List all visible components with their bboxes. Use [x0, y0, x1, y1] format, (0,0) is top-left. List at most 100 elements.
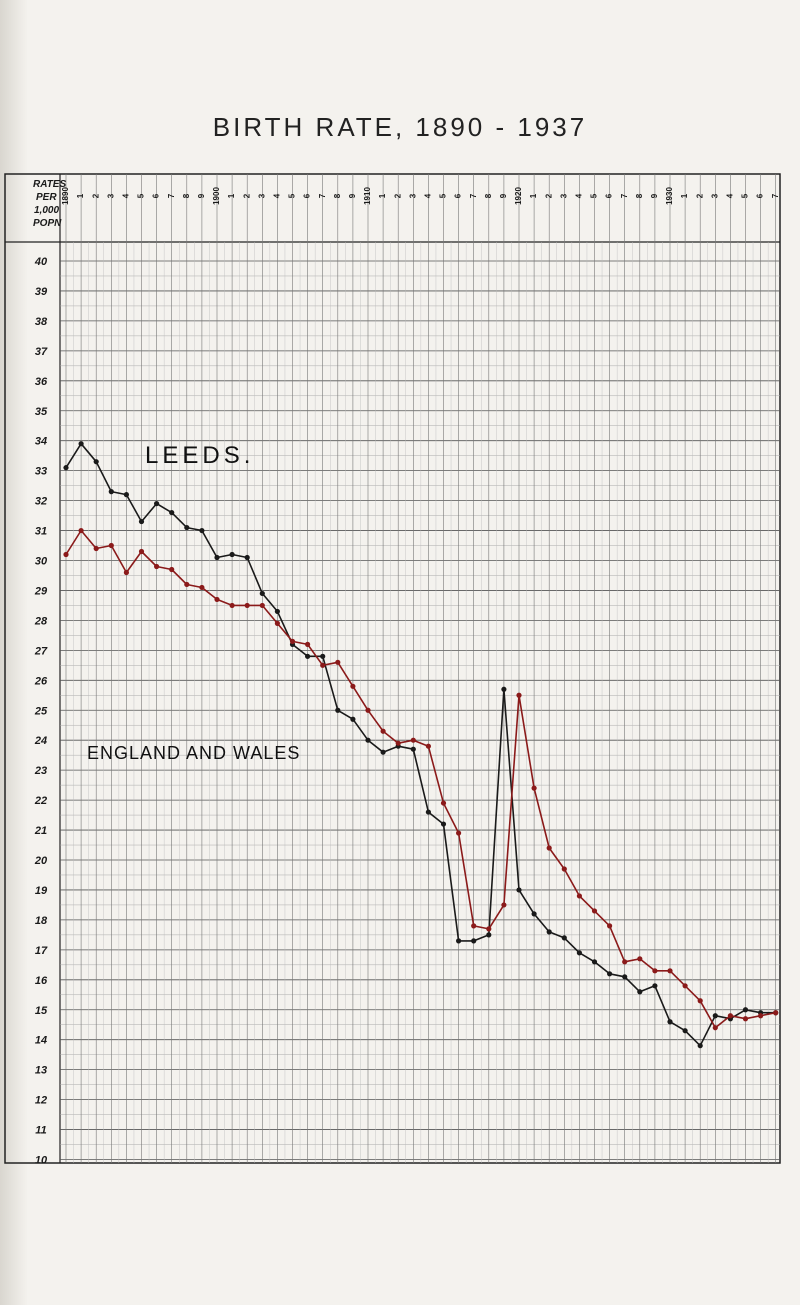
ylabel-line-4: POPN	[33, 218, 62, 229]
data-point-england-and-wales	[486, 926, 492, 932]
data-point-leeds	[607, 971, 613, 977]
x-tick-label: 8	[182, 193, 191, 198]
data-point-england-and-wales	[78, 527, 84, 534]
data-point-leeds	[682, 1028, 688, 1034]
data-point-leeds	[305, 653, 311, 659]
x-tick-label: 7	[167, 193, 176, 198]
x-tick-label: 6	[454, 193, 463, 198]
y-tick-label: 17	[35, 945, 48, 957]
x-tick-label: 6	[303, 193, 312, 198]
x-tick-label: 9	[650, 193, 659, 198]
outer-frame	[4, 173, 781, 1164]
y-tick-label: 26	[34, 675, 48, 687]
data-point-england-and-wales	[727, 1013, 734, 1019]
x-tick-label: 1	[227, 193, 236, 198]
chart-header: RATES PER 1,000 POPN	[33, 179, 66, 229]
data-point-england-and-wales	[531, 785, 537, 791]
y-tick-label: 23	[34, 765, 47, 777]
data-point-leeds	[108, 489, 114, 495]
x-tick-label: 5	[741, 193, 750, 198]
data-point-leeds	[637, 989, 643, 995]
data-point-leeds	[335, 707, 341, 713]
y-tick-label: 35	[35, 406, 48, 418]
x-tick-label: 1890	[61, 187, 70, 205]
data-point-england-and-wales	[123, 569, 129, 576]
data-point-leeds	[667, 1019, 673, 1025]
data-point-leeds	[184, 524, 190, 531]
data-point-leeds	[697, 1043, 703, 1049]
y-tick-label: 40	[34, 256, 48, 268]
data-point-leeds	[154, 500, 160, 507]
x-tick-label: 8	[635, 193, 644, 198]
ylabel-line-3: 1,000	[34, 205, 59, 216]
x-tick-label: 9	[348, 193, 357, 198]
annotations: LEEDS. ENGLAND AND WALES	[87, 442, 299, 763]
data-point-leeds	[169, 509, 175, 516]
data-point-england-and-wales	[63, 551, 69, 558]
data-point-england-and-wales	[320, 662, 326, 668]
y-tick-label: 16	[35, 975, 48, 987]
data-point-england-and-wales	[697, 998, 703, 1004]
chart-grid	[4, 173, 781, 1164]
data-point-england-and-wales	[712, 1025, 718, 1031]
data-point-leeds	[138, 518, 145, 525]
y-tick-label: 33	[35, 466, 47, 478]
y-tick-label: 22	[34, 795, 47, 807]
y-tick-label: 37	[35, 346, 48, 358]
y-tick-label: 20	[34, 855, 48, 867]
data-point-england-and-wales	[742, 1016, 749, 1022]
data-point-leeds	[561, 935, 567, 941]
data-point-england-and-wales	[108, 542, 114, 549]
data-point-leeds	[214, 554, 220, 561]
series-lines	[63, 441, 779, 1049]
data-point-leeds	[229, 551, 235, 558]
data-point-leeds	[425, 809, 431, 815]
y-tick-label: 39	[35, 286, 48, 298]
x-tick-label: 3	[106, 193, 115, 198]
x-tick-label: 4	[726, 193, 735, 198]
data-point-england-and-wales	[652, 968, 658, 974]
y-tick-labels: 40 39 38 37 36 35 34 33 32 31 30 29 28 27 26 25 24 23 22 21…	[34, 256, 48, 1167]
data-point-leeds	[501, 686, 507, 692]
x-tick-label: 4	[424, 193, 433, 198]
data-point-england-and-wales	[259, 602, 265, 609]
y-tick-label: 15	[35, 1005, 48, 1017]
x-tick-label: 4	[273, 193, 282, 198]
data-point-england-and-wales	[184, 581, 190, 588]
x-tick-label: 9	[197, 193, 206, 198]
x-tick-label: 2	[91, 193, 100, 198]
y-tick-label: 29	[34, 585, 48, 597]
y-tick-label: 14	[35, 1035, 47, 1047]
x-tick-label: 6	[152, 193, 161, 198]
x-tick-label: 5	[137, 193, 146, 198]
data-point-leeds	[244, 554, 250, 561]
data-point-leeds	[591, 959, 598, 965]
data-point-england-and-wales	[440, 800, 447, 806]
data-point-leeds	[622, 974, 628, 980]
data-point-england-and-wales	[591, 908, 598, 914]
data-point-leeds	[365, 737, 371, 743]
series-line-leeds	[65, 442, 776, 1047]
data-point-england-and-wales	[667, 968, 673, 974]
x-tick-label: 5	[590, 193, 599, 198]
data-point-leeds	[742, 1007, 749, 1013]
x-tick-label: 1900	[212, 187, 221, 205]
data-point-leeds	[63, 465, 69, 471]
y-tick-label: 34	[35, 436, 47, 448]
x-tick-label: 3	[710, 193, 719, 198]
data-point-england-and-wales	[154, 563, 160, 570]
x-tick-label: 1930	[665, 187, 674, 205]
data-point-england-and-wales	[289, 638, 296, 644]
data-point-england-and-wales	[214, 596, 220, 603]
data-point-leeds	[93, 459, 99, 465]
x-tick-label: 4	[122, 193, 131, 198]
data-point-leeds	[320, 653, 326, 659]
x-tick-label: 6	[605, 193, 614, 198]
data-point-england-and-wales	[501, 902, 507, 908]
x-tick-label: 3	[257, 193, 266, 198]
data-point-england-and-wales	[410, 737, 416, 743]
data-point-leeds	[486, 932, 492, 938]
chart-title: BIRTH RATE, 1890 - 1937	[212, 112, 588, 142]
y-tick-label: 19	[35, 885, 48, 897]
